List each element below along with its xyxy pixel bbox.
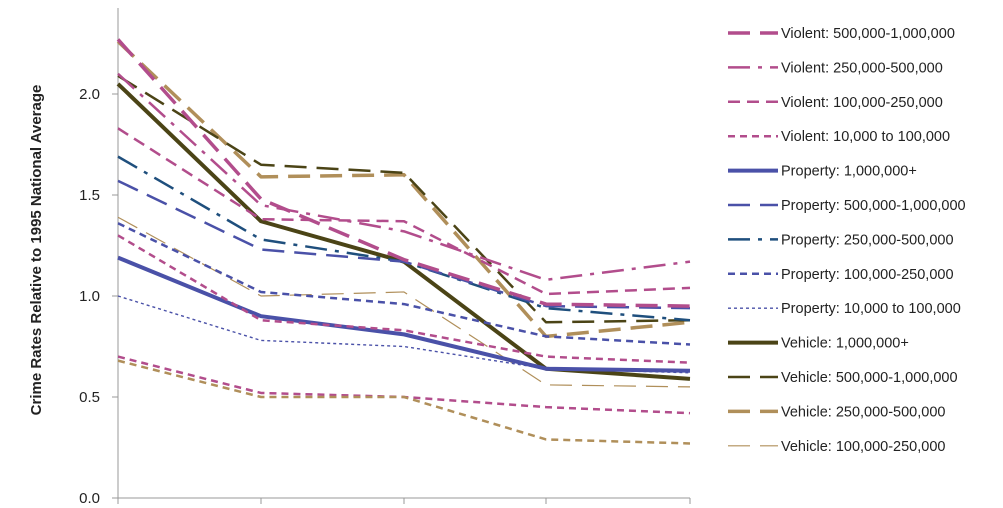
y-tick-label: 0.5 [79,389,100,406]
y-tick-label: 1.0 [79,288,100,305]
legend-label: Property: 10,000 to 100,000 [781,301,961,317]
series-line [117,222,691,346]
x-tick-group [117,498,691,504]
legend-label: Violent: 100,000-250,000 [781,95,943,111]
legend-label: Vehicle: 1,000,000+ [781,336,909,352]
legend-label: Vehicle: 250,000-500,000 [781,404,945,420]
series-line [116,40,691,339]
series-line [117,234,691,364]
legend-label: Violent: 10,000 to 100,000 [781,129,950,145]
series-line [117,355,691,415]
legend-label: Vehicle: 500,000-1,000,000 [781,370,958,386]
series-line [117,255,691,373]
y-tick-label: 2.0 [79,86,100,103]
chart-axes [117,8,690,499]
series-line [117,359,691,445]
legend-label: Property: 100,000-250,000 [781,267,954,283]
series-group [116,38,691,445]
series-line [117,74,691,324]
legend-label: Property: 1,000,000+ [781,164,917,180]
y-tick-label: 1.5 [79,187,100,204]
legend-label: Vehicle: 100,000-250,000 [781,439,945,455]
legend-label: Violent: 500,000-1,000,000 [781,26,955,42]
legend-label: Violent: 250,000-500,000 [781,60,943,76]
series-line [117,216,691,388]
legend-label: Property: 500,000-1,000,000 [781,198,966,214]
series-line [117,155,691,322]
series-line [117,127,691,296]
y-tick-group: 0.0 0.5 1.0 1.5 2.0 [79,86,118,507]
y-tick-label: 0.0 [79,490,100,507]
series-line [117,72,691,282]
series-line [117,179,691,310]
legend-label: Property: 250,000-500,000 [781,232,954,248]
series-line [116,38,691,308]
y-axis-title: Crime Rates Relative to 1995 National Av… [28,85,45,416]
legend: Violent: 500,000-1,000,000 Violent: 250,0… [728,26,966,455]
